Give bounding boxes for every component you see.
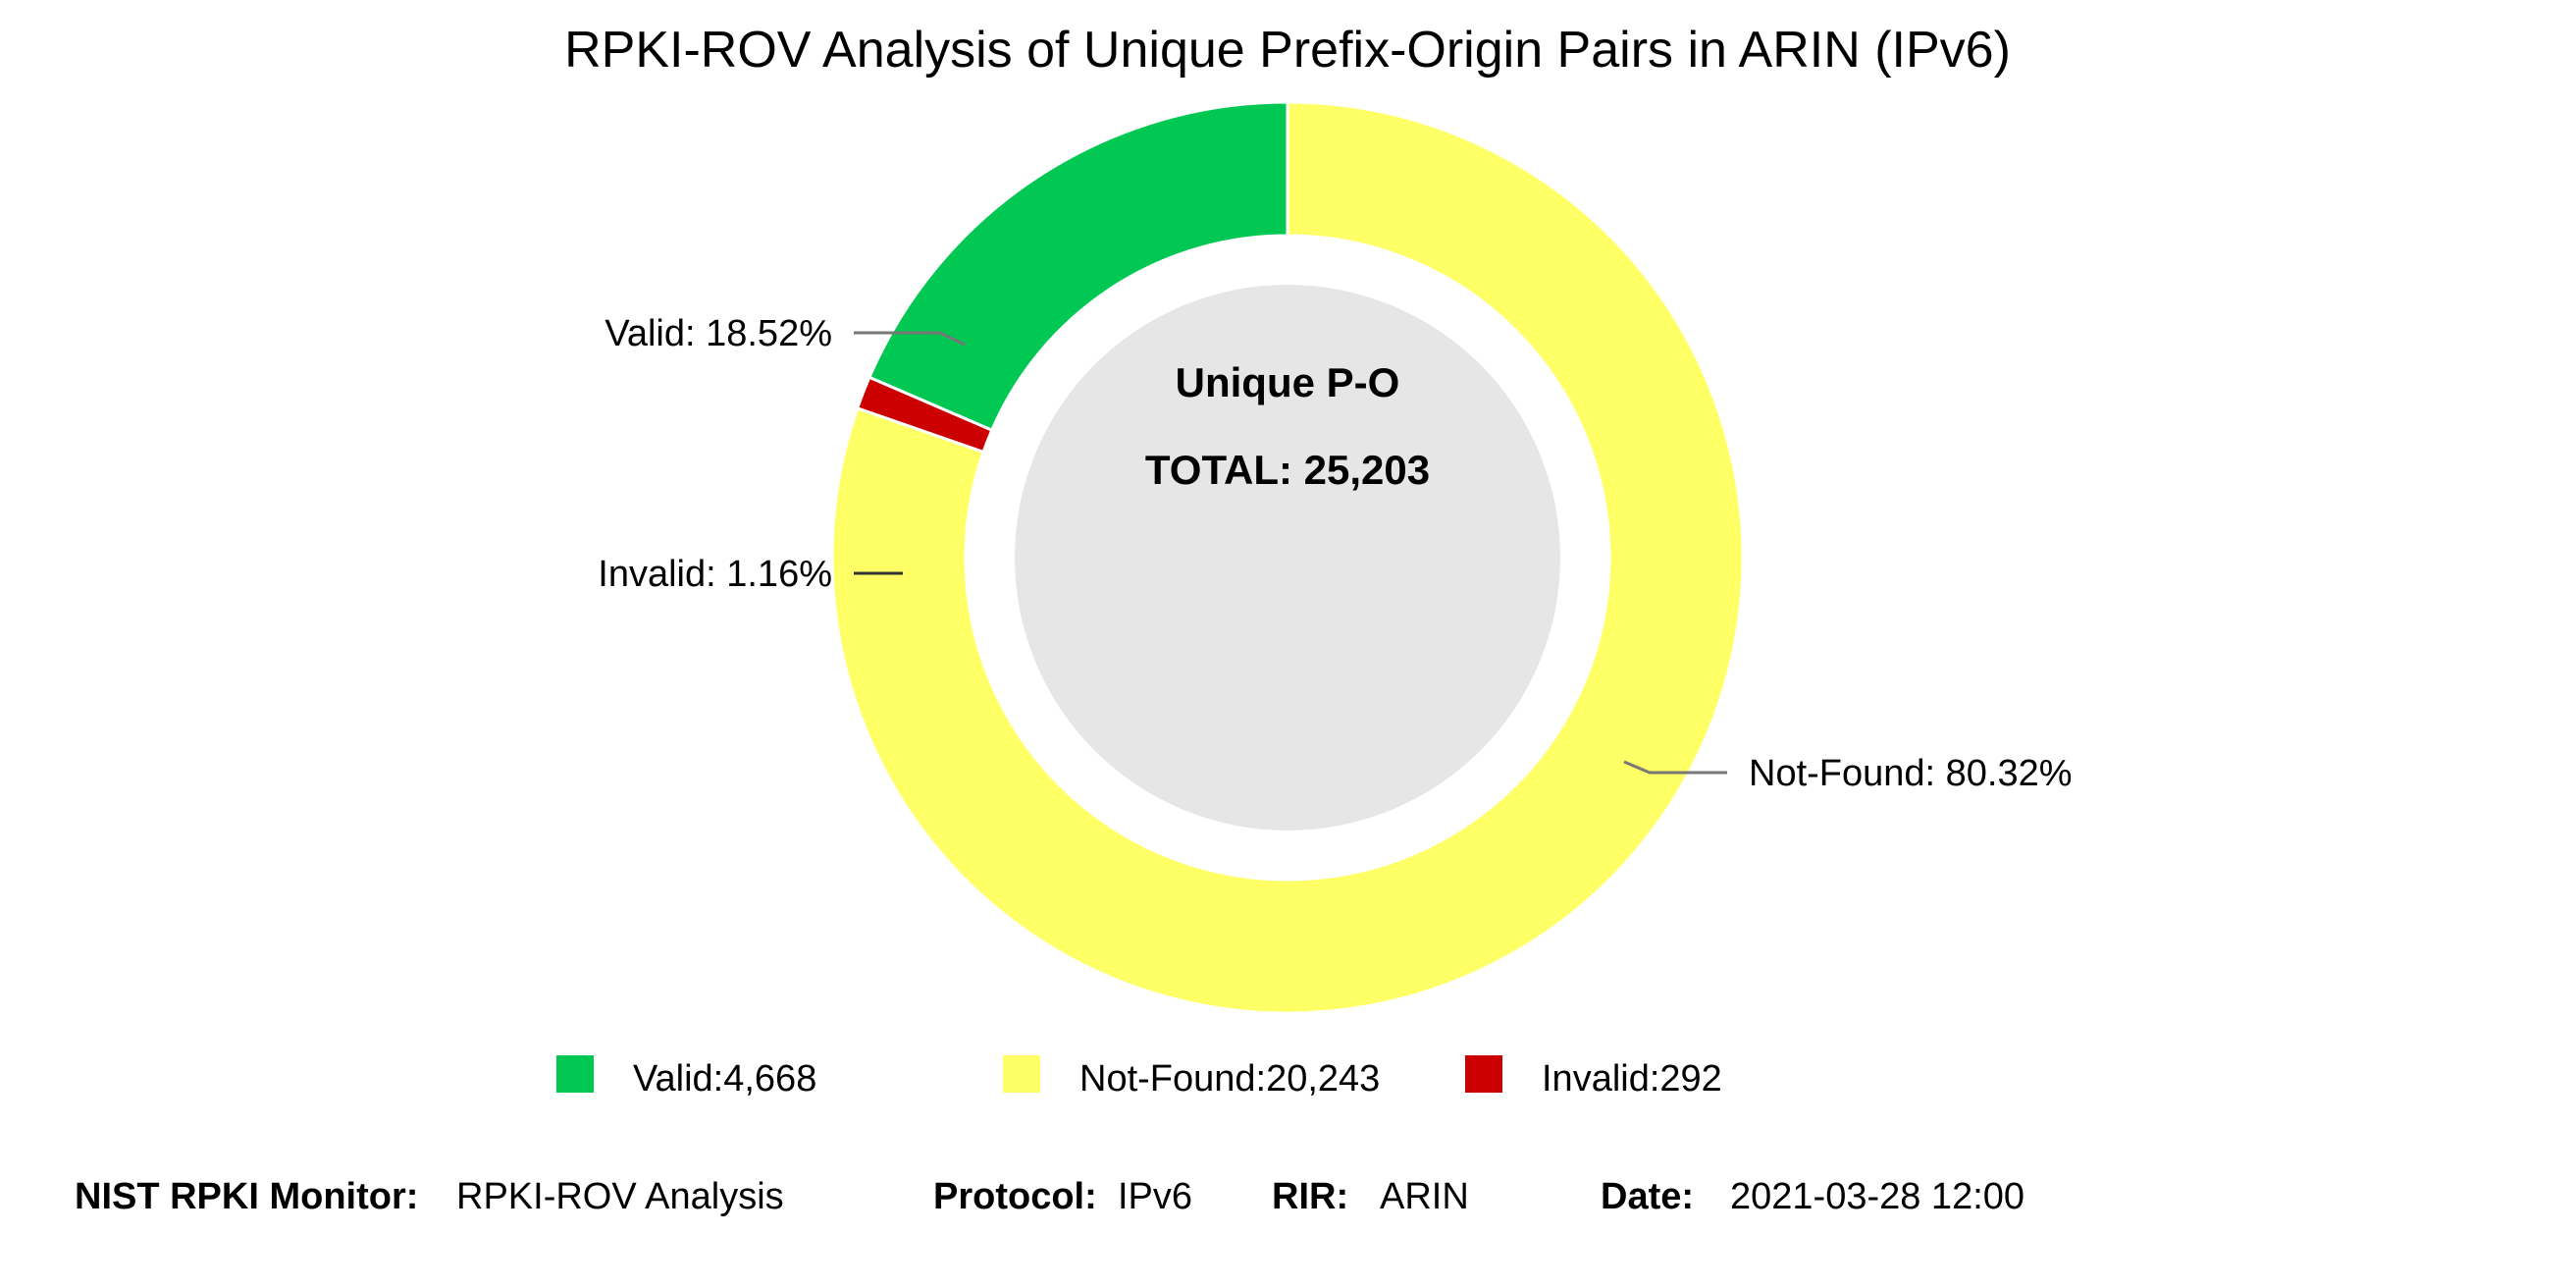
legend-label-invalid: Invalid:292 bbox=[1542, 1058, 1722, 1100]
slice-label-not-found: Not-Found: 80.32% bbox=[1749, 753, 2073, 794]
leader-line-valid bbox=[854, 331, 966, 347]
legend-label-valid: Valid:4,668 bbox=[633, 1058, 816, 1100]
footer-monitor-key: NIST RPKI Monitor: bbox=[75, 1176, 419, 1217]
slice-not-found bbox=[830, 100, 1745, 1015]
slice-label-invalid: Invalid: 1.16% bbox=[598, 554, 832, 595]
slice-label-valid: Valid: 18.52% bbox=[605, 313, 832, 354]
legend-swatch-not-found bbox=[1003, 1055, 1040, 1093]
legend: Valid:4,668 Not-Found:20,243 Invalid:292 bbox=[556, 1055, 1722, 1100]
labels-group: Valid: 18.52% Invalid: 1.16% Not-Found: 80… bbox=[598, 313, 2072, 794]
footer-date-value: 2021-03-28 12:00 bbox=[1730, 1176, 2025, 1217]
footer-monitor-value: RPKI-ROV Analysis bbox=[456, 1176, 784, 1217]
footer-date-key: Date: bbox=[1601, 1176, 1695, 1217]
footer-rir-value: ARIN bbox=[1380, 1176, 1469, 1217]
footer: NIST RPKI Monitor: RPKI-ROV Analysis Pro… bbox=[0, 1176, 2576, 1225]
slice-valid bbox=[867, 100, 1289, 433]
chart-title: RPKI-ROV Analysis of Unique Prefix-Origi… bbox=[564, 22, 2011, 79]
slices-group bbox=[830, 100, 1745, 1015]
center-label: Unique P-O bbox=[1176, 359, 1400, 405]
footer-protocol-value: IPv6 bbox=[1118, 1176, 1193, 1217]
center-total: TOTAL: 25,203 bbox=[1145, 447, 1430, 493]
center-disc bbox=[1015, 285, 1560, 831]
footer-rir-key: RIR: bbox=[1272, 1176, 1349, 1217]
leader-line-not-found bbox=[1623, 760, 1727, 775]
legend-swatch-invalid bbox=[1465, 1055, 1502, 1093]
legend-label-not-found: Not-Found:20,243 bbox=[1079, 1058, 1380, 1100]
footer-protocol-key: Protocol: bbox=[933, 1176, 1097, 1217]
legend-swatch-valid bbox=[556, 1055, 594, 1093]
